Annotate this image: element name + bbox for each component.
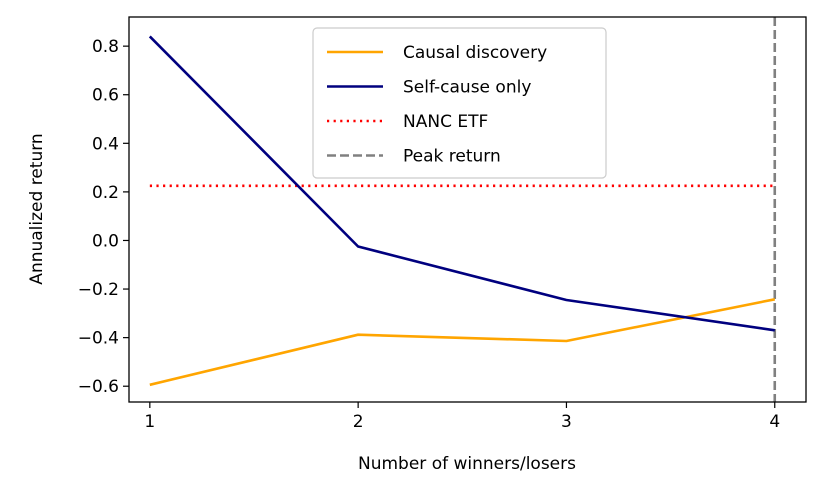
- legend-label: NANC ETF: [403, 112, 488, 132]
- x-axis: 1 2 3 4: [144, 402, 780, 432]
- y-axis-label: Annualized return: [27, 133, 47, 284]
- y-tick-label: 0.0: [92, 231, 119, 251]
- x-tick-label: 4: [769, 412, 780, 432]
- y-tick-label: −0.2: [78, 280, 119, 300]
- y-axis: −0.6 −0.4 −0.2 0.0 0.2 0.4 0.6 0.8: [78, 37, 129, 397]
- y-tick-label: −0.4: [78, 329, 119, 349]
- y-tick-label: −0.6: [78, 377, 119, 397]
- legend-label: Self-cause only: [403, 78, 531, 98]
- y-tick-label: 0.4: [92, 134, 119, 154]
- x-tick-label: 3: [561, 412, 572, 432]
- legend-label: Causal discovery: [403, 43, 547, 63]
- y-tick-label: 0.8: [92, 37, 119, 57]
- plot-frame: [128, 16, 807, 403]
- y-tick-label: 0.2: [92, 183, 119, 203]
- self-cause-only-series-line: [148, 35, 775, 332]
- legend: Causal discovery Self-cause only NANC ETF P…: [312, 27, 607, 179]
- x-tick-label: 1: [144, 412, 155, 432]
- x-tick-label: 2: [353, 412, 364, 432]
- legend-box: [312, 27, 607, 179]
- causal-discovery-series-line: [149, 298, 776, 387]
- x-axis-label: Number of winners/losers: [358, 454, 576, 474]
- chart-marks: [148, 17, 777, 402]
- legend-label: Peak return: [403, 147, 501, 167]
- y-tick-label: 0.6: [92, 86, 119, 106]
